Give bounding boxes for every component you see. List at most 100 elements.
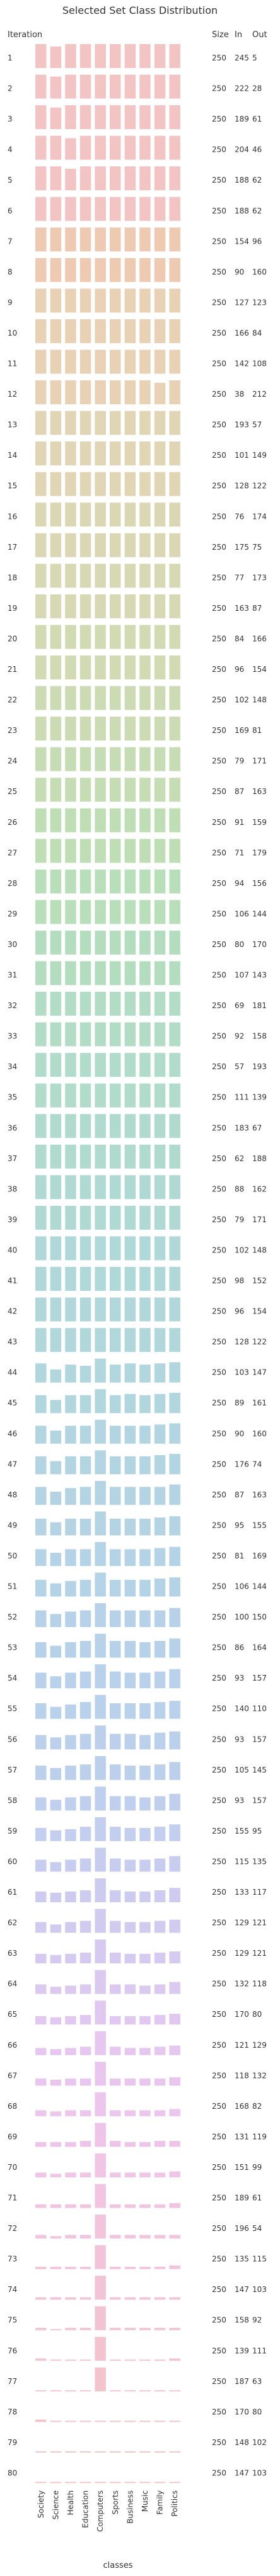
class-bar (79, 992, 91, 1016)
in-value: 176 (235, 1460, 249, 1468)
class-bar (79, 380, 91, 405)
iteration-label: 49 (8, 1521, 17, 1529)
class-bar (35, 1144, 47, 1169)
size-value: 250 (212, 329, 226, 338)
class-bar (139, 655, 151, 679)
class-bar (50, 655, 62, 679)
iteration-label: 65 (8, 2010, 17, 2019)
class-bar (139, 1579, 151, 1597)
class-bar (139, 717, 151, 741)
iteration-row: 13 250 193 57 (8, 411, 262, 435)
x-axis-label: classes (103, 2561, 132, 2570)
iteration-row: 20 250 84 166 (8, 625, 267, 649)
iteration-row: 43 250 128 122 (8, 1328, 267, 1353)
class-bar (110, 2172, 121, 2177)
class-bar (139, 319, 151, 343)
class-bar (110, 74, 121, 99)
class-bar (169, 778, 180, 802)
iteration-label: 72 (8, 2224, 17, 2233)
out-value: 87 (252, 604, 262, 613)
class-bar (35, 1083, 47, 1108)
class-bar (50, 1737, 62, 1750)
size-value: 250 (212, 421, 226, 429)
class-bar (124, 2359, 136, 2361)
class-bar (169, 2420, 180, 2422)
size-value: 250 (212, 879, 226, 888)
iteration-label: 64 (8, 1980, 17, 1989)
class-bar (79, 808, 91, 832)
iteration-label: 45 (8, 1399, 17, 1407)
class-bar (169, 196, 180, 221)
size-value: 250 (212, 2010, 226, 2019)
class-bar (65, 472, 76, 496)
class-bar (65, 747, 76, 771)
iteration-label: 25 (8, 787, 17, 796)
class-bar (65, 2390, 76, 2392)
class-bar (95, 839, 106, 863)
class-bar (169, 258, 180, 282)
class-bar (169, 44, 180, 68)
class-bar (79, 227, 91, 252)
iteration-row: 66 250 121 129 (8, 2031, 267, 2055)
class-bar (110, 411, 121, 435)
class-bar (169, 380, 180, 405)
class-bar (50, 839, 62, 863)
in-value: 106 (235, 1582, 249, 1591)
class-bar (95, 74, 106, 99)
iteration-row: 48 250 87 163 (8, 1480, 267, 1505)
class-bar (95, 2337, 106, 2361)
in-value: 101 (235, 451, 249, 460)
class-bar (169, 1205, 180, 1230)
class-bar (50, 1767, 62, 1780)
class-bar (50, 869, 62, 894)
in-value: 98 (235, 1276, 244, 1285)
class-bar (95, 1328, 106, 1353)
iteration-label: 27 (8, 848, 17, 857)
class-bar (65, 1365, 76, 1383)
class-bar (110, 1487, 121, 1505)
iteration-label: 11 (8, 360, 17, 368)
class-bar (154, 1144, 166, 1169)
class-bar (169, 1114, 180, 1138)
class-bar (124, 808, 136, 832)
class-bar (154, 472, 166, 496)
class-bar (79, 2046, 91, 2055)
class-bar (35, 1426, 47, 1444)
class-bar (79, 594, 91, 618)
class-bar (79, 1702, 91, 1719)
size-value: 250 (212, 1001, 226, 1010)
iteration-label: 77 (8, 2377, 17, 2386)
class-bar (124, 1922, 136, 1933)
class-bar (35, 2482, 47, 2483)
iteration-row: 1 250 245 5 (8, 44, 257, 68)
in-value: 89 (235, 1399, 244, 1407)
class-bar (65, 138, 76, 160)
class-bar (65, 1205, 76, 1230)
class-bar (110, 564, 121, 588)
class-bar (35, 2235, 47, 2239)
size-value: 250 (212, 1490, 226, 1499)
class-bar (110, 1022, 121, 1047)
class-bar (95, 1205, 106, 1230)
out-value: 129 (252, 2041, 267, 2050)
class-bar (110, 472, 121, 496)
class-bar (110, 502, 121, 527)
class-bar (169, 1638, 180, 1658)
class-bar (50, 2174, 62, 2177)
out-value: 154 (252, 665, 267, 674)
out-value: 121 (252, 1919, 267, 1927)
size-value: 250 (212, 2132, 226, 2141)
in-value: 170 (235, 2407, 249, 2416)
class-bar (124, 2048, 136, 2055)
class-bar (50, 1461, 62, 1475)
class-bar (154, 502, 166, 527)
class-bar (139, 2297, 151, 2300)
class-bar (65, 1328, 76, 1353)
out-value: 61 (252, 115, 262, 123)
class-bar (95, 1114, 106, 1138)
class-bar (124, 166, 136, 191)
class-bar (35, 686, 47, 710)
class-bar (154, 1732, 166, 1750)
class-bar (79, 533, 91, 557)
class-bar (35, 380, 47, 405)
